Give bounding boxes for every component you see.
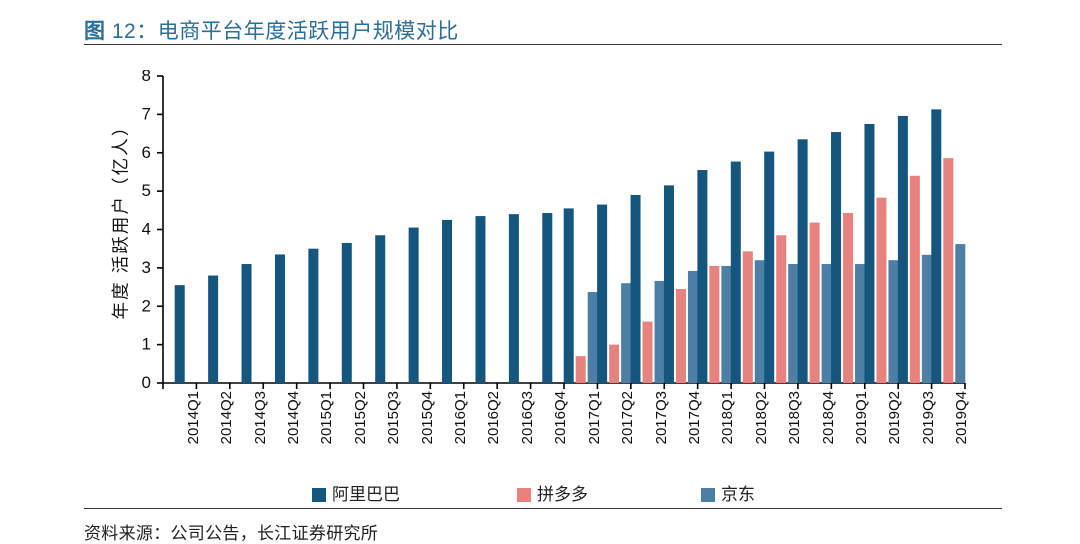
svg-text:4: 4 bbox=[142, 220, 151, 239]
svg-text:3: 3 bbox=[142, 258, 151, 277]
svg-text:8: 8 bbox=[142, 70, 151, 85]
svg-text:1: 1 bbox=[142, 335, 151, 354]
svg-text:2: 2 bbox=[142, 296, 151, 315]
svg-text:6: 6 bbox=[142, 143, 151, 162]
svg-text:5: 5 bbox=[142, 181, 151, 200]
svg-text:7: 7 bbox=[142, 104, 151, 123]
